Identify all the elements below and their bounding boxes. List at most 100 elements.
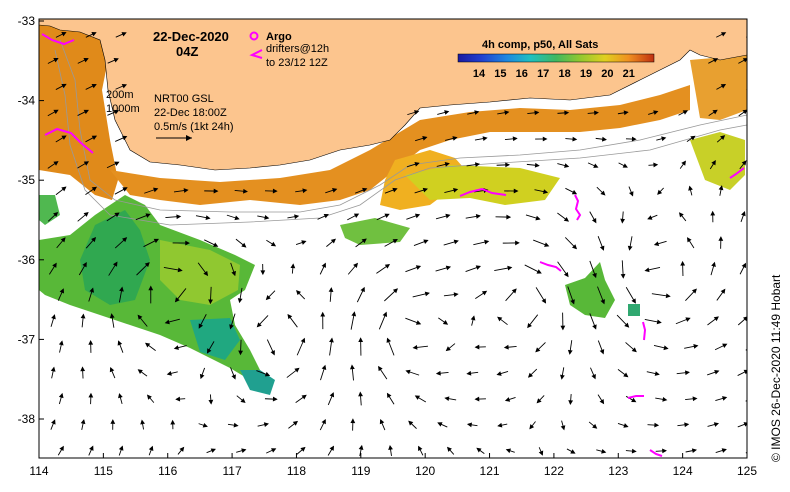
current-arrow [118,445,124,456]
current-arrow [106,161,120,169]
current-arrow [446,446,455,455]
current-arrow [350,418,356,431]
current-arrow [438,317,449,325]
current-arrow [230,262,236,277]
scale-label: 0.5m/s (1kt 24h) [154,121,233,133]
current-arrow [587,110,599,116]
current-arrow [88,339,94,353]
current-arrow [470,315,476,326]
current-arrow [173,188,189,193]
current-arrow [644,318,662,325]
current-vectors [47,32,754,457]
current-arrow [256,370,271,377]
current-arrow [625,395,637,403]
current-arrow [55,186,67,196]
current-arrow [195,215,211,220]
current-arrow [85,236,97,249]
current-arrow [405,317,422,325]
current-arrow [355,187,368,194]
current-arrow [707,422,720,427]
current-arrow [538,447,544,456]
current-arrow [204,188,219,194]
y-tick-label: -35 [18,173,36,187]
current-arrow [505,288,517,302]
current-arrow [647,422,660,428]
current-arrow [143,238,159,248]
current-arrow [327,392,335,406]
current-arrow [406,213,421,220]
current-arrow [376,213,390,221]
current-arrow [328,287,334,302]
current-arrow [144,187,159,194]
current-arrow [55,135,67,143]
current-arrow [688,185,693,196]
current-arrow [136,262,150,276]
current-arrow [317,213,329,220]
current-arrow [175,396,186,402]
current-arrow [714,343,728,351]
current-arrow [407,110,420,116]
current-arrow [163,267,183,273]
current-arrow [589,260,597,279]
current-arrow [376,264,391,274]
current-arrow [746,36,747,38]
current-arrow [198,422,208,428]
colorbar-tick-label: 15 [494,68,506,80]
current-arrow [295,240,307,246]
current-arrow [319,418,326,431]
current-arrow [164,318,180,325]
current-arrow [653,240,667,246]
y-tick-label: -36 [18,253,36,267]
current-arrow [265,188,278,194]
current-arrow [524,264,542,274]
current-arrow [288,420,299,429]
current-arrow [685,396,698,402]
current-arrow [595,136,607,142]
current-arrow [749,187,754,196]
current-arrow [230,367,236,380]
current-arrow [587,162,599,168]
current-arrow [557,212,570,222]
current-arrow [296,446,306,455]
drifters-legend-label: drifters@12h [266,43,329,55]
current-arrow [234,188,248,194]
current-arrow [746,88,747,90]
current-arrow [137,369,148,377]
current-arrow [349,364,355,381]
current-arrow [525,214,541,221]
current-arrow [114,237,128,249]
current-arrow [535,136,548,142]
current-arrow [620,211,626,224]
current-arrow [590,367,596,380]
current-arrow [651,293,671,299]
current-arrow [206,448,216,454]
current-arrow [414,187,428,194]
current-arrow [527,314,539,329]
current-arrow [295,394,307,403]
current-arrow [296,337,306,356]
current-arrow [497,316,508,326]
current-arrow [718,185,724,196]
current-arrow [445,343,456,352]
current-arrow [236,448,247,454]
current-arrow [504,188,519,194]
current-arrow [738,58,747,64]
current-arrow [504,136,518,142]
argo-floats [41,33,745,457]
current-arrow [749,238,753,248]
plot-frame [38,18,748,459]
current-arrow [347,213,360,221]
current-arrow [474,344,486,350]
x-tick-label: 124 [673,464,693,478]
current-arrow [648,110,659,115]
current-arrow [597,340,605,355]
y-tick-label: -34 [18,94,36,108]
current-arrow [465,265,481,273]
title-date: 22-Dec-2020 [153,29,229,44]
current-arrow [47,109,59,117]
current-arrow [405,369,420,376]
current-arrow [716,288,726,301]
current-arrow [656,136,667,142]
current-arrow [738,109,747,117]
current-arrow [435,370,449,376]
